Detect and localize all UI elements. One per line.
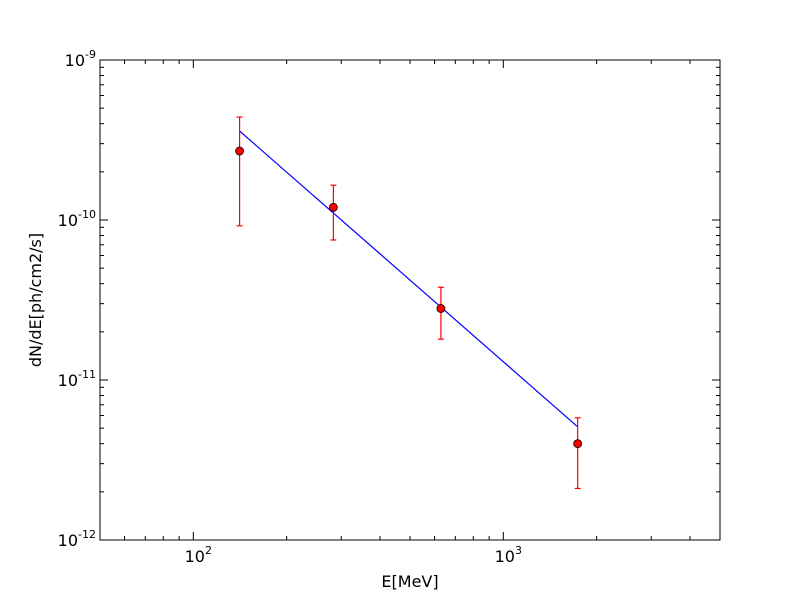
y-axis-ticks: 10-12 10-11 10-10 10-9: [58, 48, 720, 550]
y-axis-label: dN/dE[ph/cm2/s]: [26, 233, 45, 367]
y-tick-label: 10-10: [58, 208, 96, 230]
x-tick-label: 103: [495, 544, 522, 566]
data-point: [235, 146, 244, 156]
x-axis-ticks: 102 103: [99, 60, 721, 566]
y-tick-label: 10-12: [58, 528, 96, 550]
y-tick-label: 10-9: [65, 48, 96, 70]
data-point: [436, 304, 446, 313]
y-tick-label: 10-11: [58, 368, 96, 390]
fit-line: [239, 130, 579, 428]
data-marks: [235, 116, 583, 490]
data-point: [328, 202, 338, 212]
x-tick-label: 102: [185, 544, 212, 566]
x-axis-label: E[MeV]: [381, 572, 438, 591]
plot-frame: [99, 59, 721, 541]
data-point: [573, 439, 583, 449]
